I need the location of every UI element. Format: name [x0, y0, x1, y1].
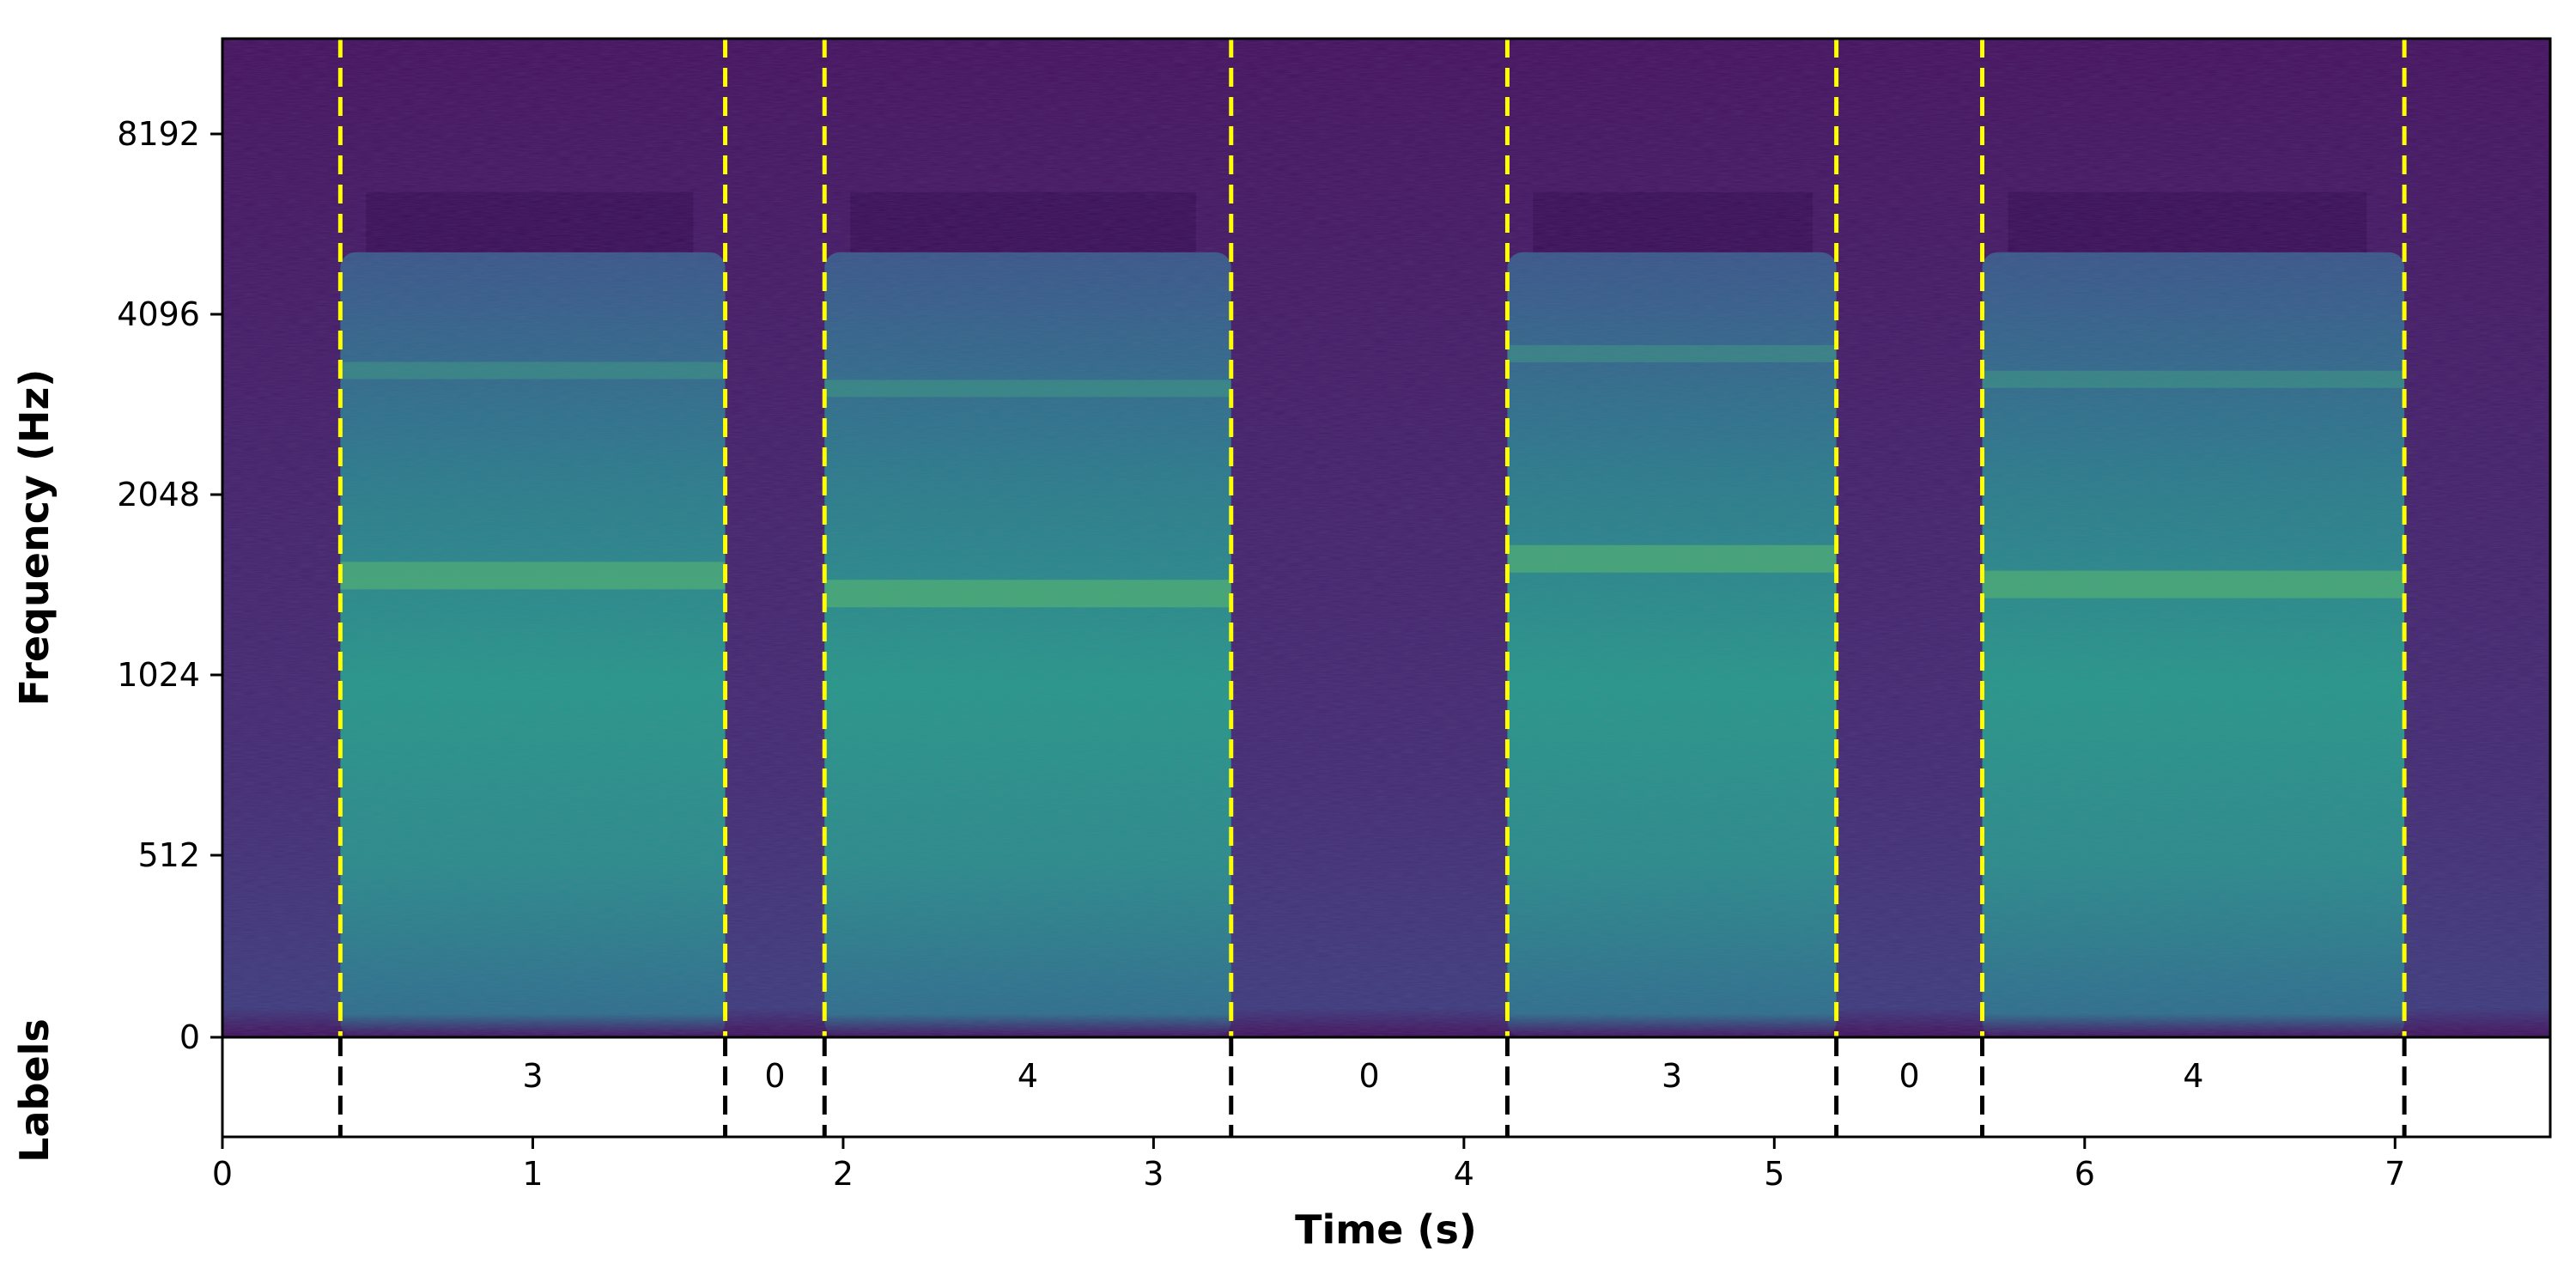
x-tick-label: 5	[1764, 1155, 1784, 1193]
y-tick-label: 8192	[117, 115, 200, 153]
labels-frame	[221, 1036, 2552, 1139]
segment-label: 3	[1662, 1057, 1682, 1095]
y-axis-title: Frequency (Hz)	[11, 369, 58, 707]
x-tick-label: 2	[833, 1155, 854, 1193]
y-tick-label: 0	[179, 1018, 200, 1056]
label-boundaries	[337, 1037, 2407, 1137]
segment-label: 0	[1359, 1057, 1380, 1095]
segment-labels: 3 0 4 0 3 0 4	[522, 1057, 2203, 1095]
spectrogram-boundaries	[337, 39, 2407, 1037]
y-tick-label: 2048	[117, 476, 200, 513]
segment-label: 0	[1899, 1057, 1919, 1095]
labels-background	[222, 1037, 2550, 1137]
x-tick-label: 0	[212, 1155, 233, 1193]
x-tick-label: 7	[2385, 1155, 2405, 1193]
x-tick-label: 6	[2075, 1155, 2095, 1193]
segment-label: 3	[522, 1057, 543, 1095]
spectrogram-noise-texture	[222, 39, 2550, 1037]
y-tick-label: 1024	[117, 656, 200, 694]
x-axis-title: Time (s)	[1295, 1206, 1477, 1253]
segment-label: 0	[764, 1057, 785, 1095]
y-axis-ticks: 0 512 1024 2048 4096 8192	[117, 115, 222, 1056]
x-tick-label: 1	[522, 1155, 543, 1193]
labels-axis-title: Labels	[11, 1018, 58, 1163]
x-tick-label: 3	[1143, 1155, 1163, 1193]
x-tick-label: 4	[1454, 1155, 1474, 1193]
spectrogram-panel	[221, 37, 2552, 1039]
segment-label: 4	[2183, 1057, 2203, 1095]
y-tick-label: 4096	[117, 295, 200, 333]
x-axis-ticks: 0 1 2 3 4 5 6 7	[212, 1137, 2405, 1193]
labels-panel: 3 0 4 0 3 0 4	[221, 1036, 2552, 1139]
y-tick-label: 512	[137, 836, 200, 874]
segment-label: 4	[1018, 1057, 1038, 1095]
